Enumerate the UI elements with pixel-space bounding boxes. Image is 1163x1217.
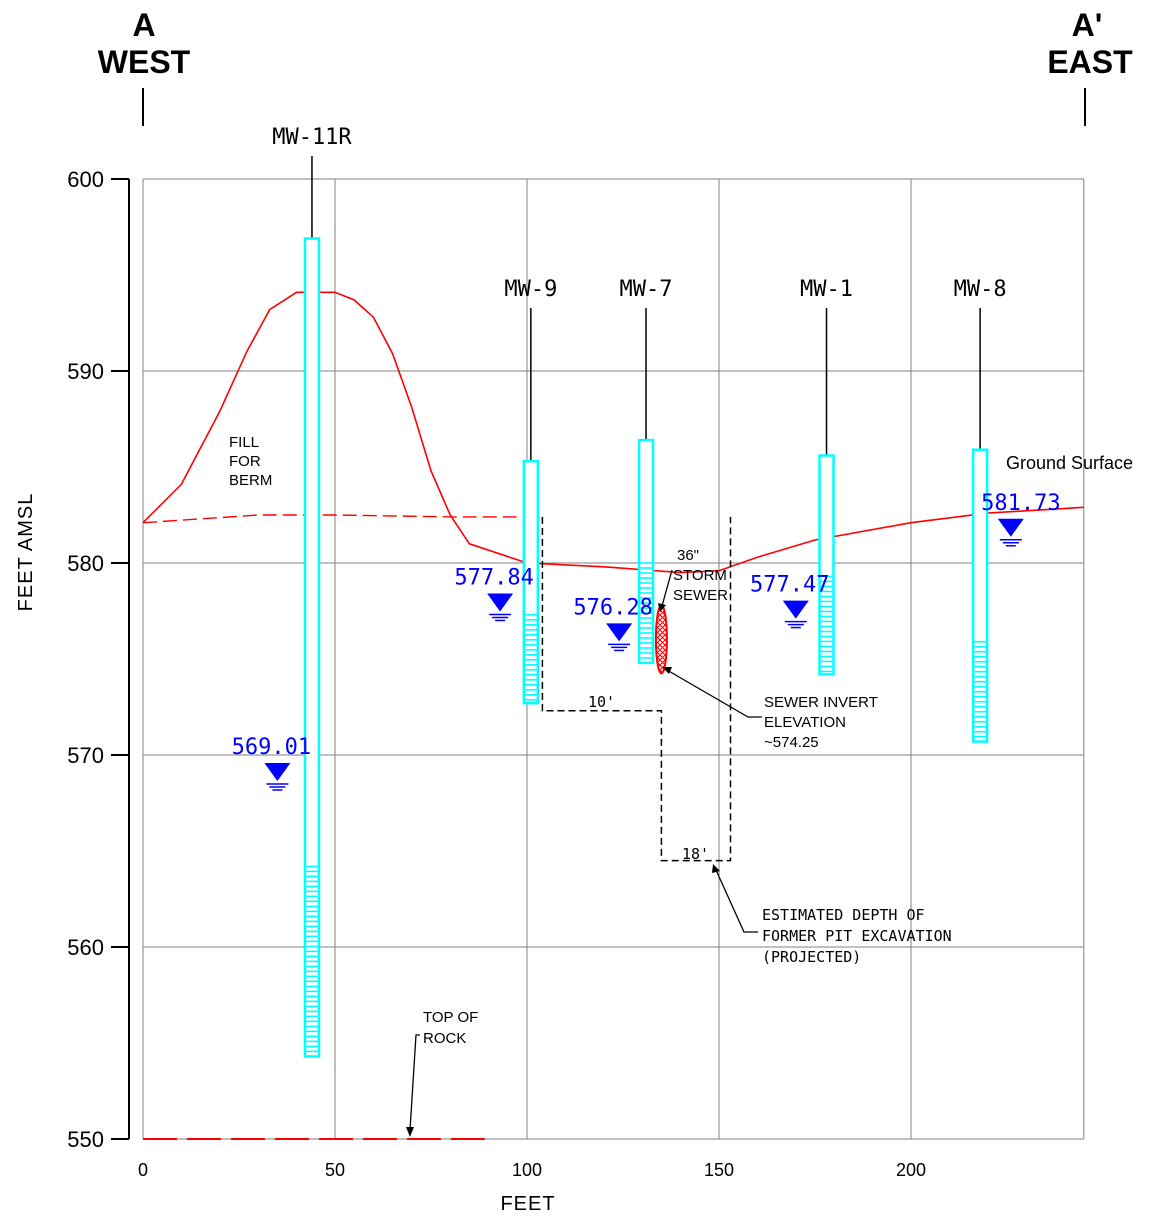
well-mw-11r: MW-11R 569.01 <box>232 125 352 1058</box>
water-level-label: 577.47 <box>750 573 829 598</box>
y-axis-label: FEET AMSL <box>15 493 37 612</box>
storm-sewer-leader <box>661 569 673 607</box>
water-level-label: 569.01 <box>232 735 311 760</box>
y-tick-label: 580 <box>67 551 104 576</box>
top-of-rock-label-1: TOP OF <box>423 1009 478 1026</box>
sewer-invert-label-2: ELEVATION <box>764 714 846 731</box>
excavation-label-3: (PROJECTED) <box>762 948 861 966</box>
ground-surface-label: Ground Surface <box>1006 453 1133 473</box>
x-tick-label: 150 <box>704 1160 734 1180</box>
excavation-outline <box>541 516 732 862</box>
storm-sewer-leader-arrow <box>658 603 666 612</box>
water-level-triangle <box>997 518 1024 537</box>
water-level-triangle <box>606 623 633 642</box>
storm-sewer-label-3: SEWER <box>673 587 728 604</box>
dimension-10ft: 10' <box>588 693 615 711</box>
top-of-rock-leader <box>409 1034 420 1131</box>
excavation-leader <box>715 869 758 933</box>
east-letter: A' <box>1072 7 1103 43</box>
sewer-invert-leader <box>666 669 762 718</box>
water-level-label: 576.28 <box>573 595 652 620</box>
storm-sewer-label-2: STORM <box>673 567 727 584</box>
excavation-label-1: ESTIMATED DEPTH OF <box>762 906 925 924</box>
well-name-label: MW-9 <box>504 277 557 302</box>
y-tick-labels: 600 590 580 570 560 550 <box>67 167 104 1152</box>
water-level-triangle <box>782 600 809 619</box>
fill-berm-label-2: FOR <box>229 453 261 470</box>
y-tick-label: 570 <box>67 743 104 768</box>
y-axis <box>111 178 130 1140</box>
original-grade-dashed-line <box>142 514 527 524</box>
well-casing <box>818 454 835 676</box>
well-casing <box>303 237 321 1058</box>
well-casing <box>637 438 655 665</box>
x-tick-labels: 0 50 100 150 200 <box>138 1160 926 1180</box>
ground-surface-line <box>142 291 1084 574</box>
well-mw-8: MW-8 581.73 <box>954 277 1061 743</box>
dimension-18ft: 18' <box>682 845 709 863</box>
well-name-label: MW-7 <box>620 277 673 302</box>
y-tick-label: 600 <box>67 167 104 192</box>
x-axis-label: FEET <box>500 1193 555 1215</box>
well-name-label: MW-11R <box>272 125 352 150</box>
excavation-leader-arrow <box>712 864 720 873</box>
y-tick-label: 590 <box>67 359 104 384</box>
top-of-rock-leader-arrow <box>406 1127 414 1137</box>
well-casing <box>971 448 989 743</box>
storm-sewer-pipe <box>654 604 668 675</box>
water-level-label: 577.84 <box>454 565 533 590</box>
wells-layer: MW-11R 569.01 MW-9 577.84 MW-7 576.28 MW-1 577.… <box>232 125 1061 1058</box>
sewer-invert-leader-arrow <box>662 667 672 674</box>
y-tick-label: 560 <box>67 935 104 960</box>
sewer-invert-label-1: SEWER INVERT <box>764 694 878 711</box>
well-casing <box>522 459 540 705</box>
well-name-label: MW-8 <box>954 277 1007 302</box>
well-mw-7: MW-7 576.28 <box>573 277 673 665</box>
west-word: WEST <box>98 44 191 80</box>
well-name-label: MW-1 <box>800 277 853 302</box>
sewer-invert-label-3: ~574.25 <box>764 734 819 751</box>
storm-sewer-label-1: 36" <box>677 547 699 564</box>
well-mw-1: MW-1 577.47 <box>750 277 853 676</box>
x-tick-label: 100 <box>512 1160 542 1180</box>
excavation-label-2: FORMER PIT EXCAVATION <box>762 927 952 945</box>
x-tick-label: 200 <box>896 1160 926 1180</box>
grid <box>142 178 1085 1140</box>
x-tick-label: 50 <box>325 1160 345 1180</box>
water-level-triangle <box>487 593 514 612</box>
y-tick-label: 550 <box>67 1127 104 1152</box>
well-mw-9: MW-9 577.84 <box>454 277 557 705</box>
top-of-rock-label-2: ROCK <box>423 1030 466 1047</box>
water-level-label: 581.73 <box>981 491 1060 516</box>
west-letter: A <box>132 7 155 43</box>
fill-berm-label-3: BERM <box>229 472 272 489</box>
water-level-triangle <box>264 763 291 782</box>
x-tick-label: 0 <box>138 1160 148 1180</box>
fill-berm-label-1: FILL <box>229 434 259 451</box>
east-word: EAST <box>1047 44 1133 80</box>
